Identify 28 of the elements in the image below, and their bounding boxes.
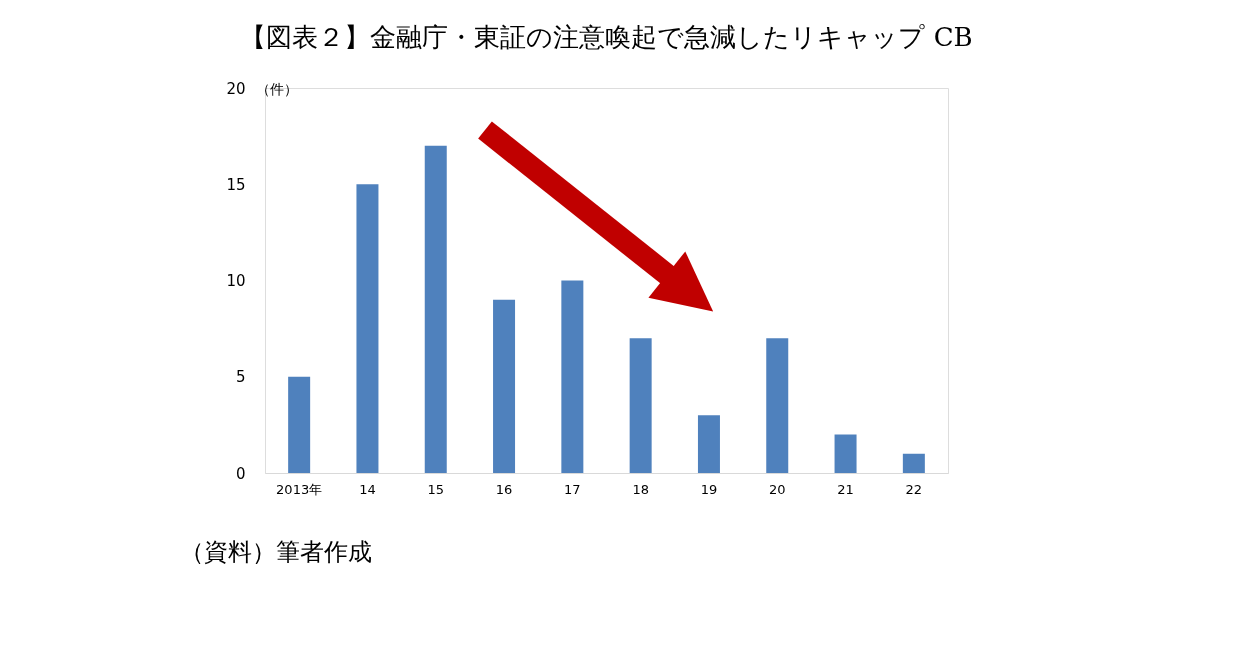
bar bbox=[493, 299, 516, 473]
x-tick-label: 16 bbox=[495, 481, 513, 497]
text: （資料）筆者作成 bbox=[180, 538, 372, 566]
x-tick-label: 17 bbox=[564, 481, 581, 497]
y-tick-label: 0 bbox=[235, 464, 246, 483]
y-axis-title: （件） bbox=[255, 80, 298, 97]
bar bbox=[424, 145, 447, 473]
bar bbox=[561, 280, 584, 473]
x-tick-label: 21 bbox=[837, 481, 854, 497]
bar bbox=[629, 338, 652, 473]
x-tick-label: 19 bbox=[700, 481, 718, 497]
bar bbox=[356, 184, 379, 473]
x-tick-label: 20 bbox=[768, 481, 786, 497]
bar bbox=[902, 453, 925, 473]
y-tick-label: 20 bbox=[226, 79, 246, 98]
x-tick-label: 18 bbox=[632, 481, 649, 497]
x-tick-label: 2013年 bbox=[276, 481, 323, 497]
bar bbox=[697, 415, 720, 473]
x-tick-label: 22 bbox=[905, 481, 923, 497]
y-tick-label: 10 bbox=[226, 272, 246, 290]
y-tick-label: 5 bbox=[235, 368, 246, 387]
x-tick-label: 15 bbox=[427, 481, 445, 497]
bar bbox=[288, 376, 311, 473]
bar bbox=[766, 338, 789, 473]
chart-title: 【図表２】金融庁・東証の注意喚起で急減したリキャップ CB bbox=[240, 22, 973, 52]
x-tick-label: 14 bbox=[359, 481, 376, 497]
bar bbox=[834, 434, 857, 473]
y-tick-label: 15 bbox=[226, 175, 246, 194]
